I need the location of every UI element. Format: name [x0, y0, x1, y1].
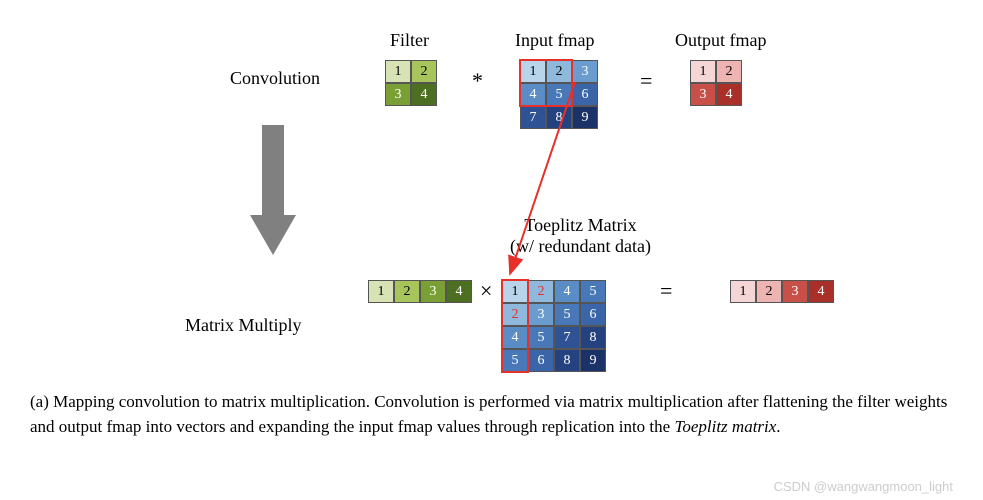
- caption-text: (a) Mapping convolution to matrix multip…: [30, 392, 947, 436]
- grid-cell: 8: [554, 349, 580, 372]
- output-fmap-grid: 1234: [690, 60, 742, 106]
- grid-cell: 9: [572, 106, 598, 129]
- grid-cell: 1: [690, 60, 716, 83]
- grid-cell: 4: [808, 280, 834, 303]
- toeplitz-title-text: Toeplitz Matrix: [524, 215, 636, 235]
- grid-cell: 1: [385, 60, 411, 83]
- diagram-area: Convolution Matrix Multiply Filter Input…: [30, 20, 953, 390]
- filter-grid: 1234: [385, 60, 437, 106]
- grid-cell: 3: [690, 83, 716, 106]
- figure-caption: (a) Mapping convolution to matrix multip…: [30, 390, 953, 439]
- grid-cell: 1: [730, 280, 756, 303]
- grid-cell: 8: [580, 326, 606, 349]
- watermark: CSDN @wangwangmoon_light: [774, 479, 953, 494]
- eq-operator-top: =: [640, 68, 652, 94]
- toeplitz-subtitle-text: (w/ redundant data): [510, 236, 651, 256]
- grid-cell: 6: [572, 83, 598, 106]
- grid-cell: 3: [782, 280, 808, 303]
- grid-cell: 3: [528, 303, 554, 326]
- convolution-label: Convolution: [230, 68, 320, 89]
- grid-cell: 5: [580, 280, 606, 303]
- grid-cell: 1: [368, 280, 394, 303]
- toeplitz-highlight: [501, 279, 529, 373]
- input-highlight: [519, 59, 573, 107]
- conv-operator: *: [472, 68, 483, 94]
- output-row-grid: 1234: [730, 280, 834, 303]
- grid-cell: 6: [580, 303, 606, 326]
- grid-cell: 5: [554, 303, 580, 326]
- grid-cell: 2: [528, 280, 554, 303]
- matrix-multiply-label: Matrix Multiply: [185, 315, 302, 336]
- grid-cell: 6: [528, 349, 554, 372]
- grid-cell: 7: [554, 326, 580, 349]
- grid-cell: 4: [411, 83, 437, 106]
- filter-row-grid: 1234: [368, 280, 472, 303]
- grid-cell: 3: [572, 60, 598, 83]
- grid-cell: 4: [554, 280, 580, 303]
- grid-cell: 8: [546, 106, 572, 129]
- grid-cell: 2: [716, 60, 742, 83]
- filter-title: Filter: [390, 30, 429, 51]
- grid-cell: 4: [446, 280, 472, 303]
- down-arrow-icon: [250, 125, 296, 255]
- grid-cell: 5: [528, 326, 554, 349]
- input-fmap-title: Input fmap: [515, 30, 594, 51]
- toeplitz-title: Toeplitz Matrix (w/ redundant data): [510, 215, 651, 257]
- grid-cell: 2: [756, 280, 782, 303]
- grid-cell: 3: [420, 280, 446, 303]
- eq-operator-bottom: =: [660, 278, 672, 304]
- grid-cell: 3: [385, 83, 411, 106]
- grid-cell: 9: [580, 349, 606, 372]
- grid-cell: 2: [394, 280, 420, 303]
- grid-cell: 2: [411, 60, 437, 83]
- mul-operator: ×: [480, 278, 492, 304]
- grid-cell: 7: [520, 106, 546, 129]
- grid-cell: 4: [716, 83, 742, 106]
- output-fmap-title: Output fmap: [675, 30, 767, 51]
